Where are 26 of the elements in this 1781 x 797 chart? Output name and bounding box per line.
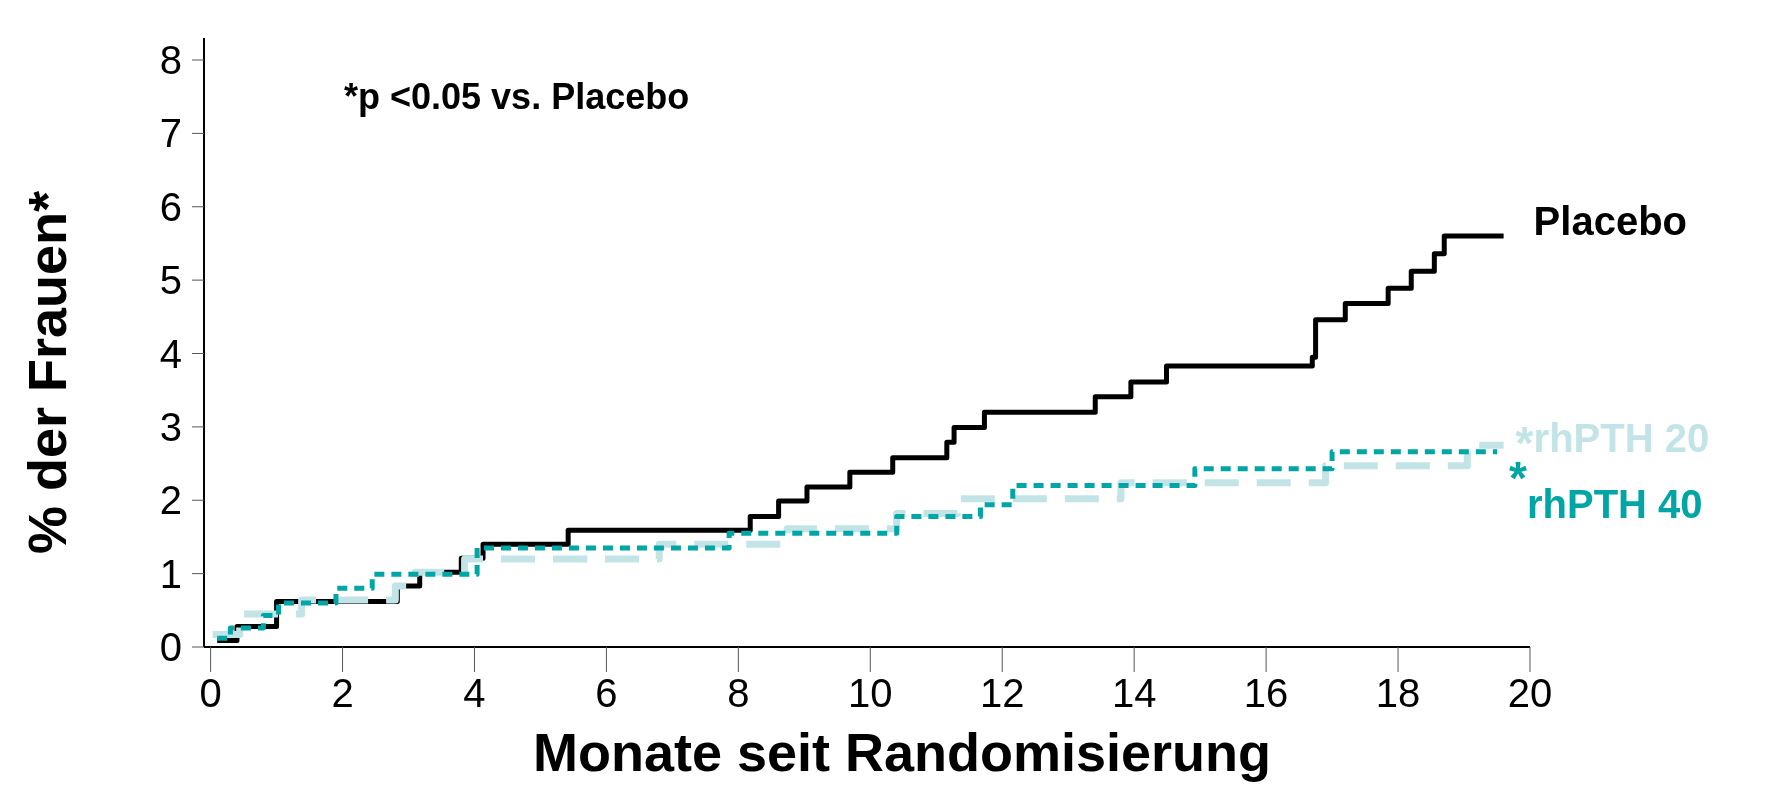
x-tick-label: 18 [1375, 671, 1421, 715]
y-tick-label: 0 [159, 625, 182, 669]
y-tick-label: 7 [159, 111, 182, 156]
y-tick-label: 8 [159, 38, 182, 83]
x-tick-label: 14 [1111, 671, 1157, 715]
y-axis-title: % der Frauen* [17, 190, 77, 555]
y-tick-label: 3 [159, 404, 182, 449]
x-tick-label: 6 [595, 671, 618, 715]
x-tick-label: 16 [1243, 671, 1289, 715]
series-label: rhPTH 40 [1527, 481, 1703, 526]
x-tick-label: 4 [463, 671, 486, 715]
x-axis-title: Monate seit Randomisierung [532, 722, 1272, 782]
x-tick-label: 2 [331, 671, 354, 715]
x-tick-label: 12 [979, 671, 1025, 715]
series-label: Placebo [1533, 199, 1688, 244]
annotation: *p <0.05 vs. Placebo [344, 76, 690, 118]
series-label: rhPTH 20 [1533, 415, 1710, 460]
x-tick-label: 8 [727, 671, 750, 715]
y-tick-label: 2 [159, 478, 182, 523]
y-tick-label: 6 [159, 184, 182, 229]
y-tick-label: 4 [159, 331, 182, 376]
x-tick-label: 10 [848, 671, 893, 715]
x-tick-label: 0 [199, 671, 222, 715]
x-tick-label: 20 [1507, 671, 1553, 715]
y-tick-label: 1 [159, 551, 182, 596]
y-tick-label: 5 [159, 258, 182, 303]
